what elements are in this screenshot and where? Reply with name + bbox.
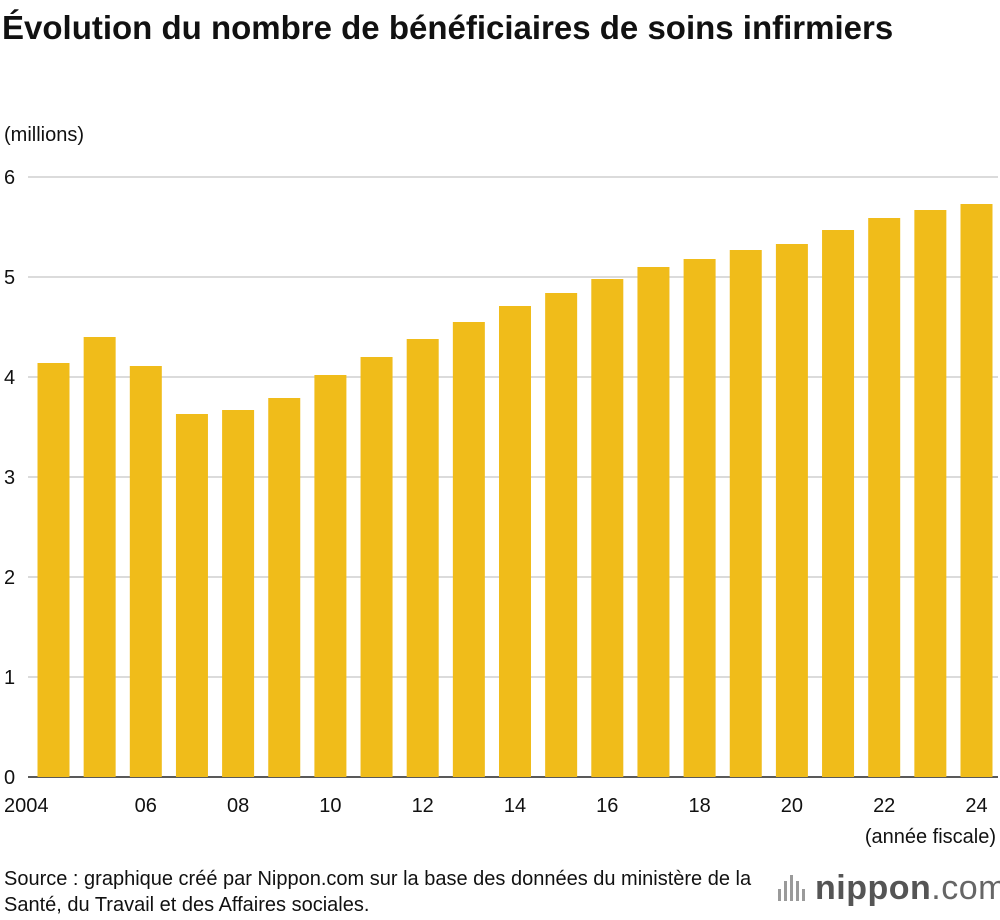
bar [960,204,993,777]
y-tick-label: 0 [4,767,15,789]
logo-name: nippon [815,868,932,907]
x-tick-label: 16 [596,795,618,817]
bar [683,259,716,777]
bar [591,279,624,777]
y-tick-label: 4 [4,367,15,389]
bar [175,414,208,777]
bar [37,363,70,777]
x-tick-label: 06 [135,795,157,817]
x-tick-label: 24 [965,795,987,817]
x-tick-label: 2004 [4,795,49,817]
logo-suffix: .com [931,868,1000,907]
y-tick-label: 1 [4,667,15,689]
x-tick-label: 22 [873,795,895,817]
bar [868,218,901,777]
y-axis-unit-label: (millions) [4,124,84,146]
bar [914,210,947,777]
bar [822,230,855,777]
chart-title: Évolution du nombre de bénéficiaires de … [2,9,894,46]
x-tick-label: 14 [504,795,526,817]
bar [775,244,808,777]
bar [83,337,116,777]
y-tick-label: 2 [4,567,15,589]
bar [129,366,162,777]
nippon-logo-icon [778,875,805,901]
y-tick-label: 5 [4,267,15,289]
x-tick-label: 12 [412,795,434,817]
y-tick-label: 3 [4,467,15,489]
x-tick-label: 08 [227,795,249,817]
bar [729,250,762,777]
bar [222,410,255,777]
bar [314,375,347,777]
bar [406,339,439,777]
bar [499,306,531,777]
bar [452,322,485,777]
x-tick-label: 18 [688,795,710,817]
x-axis-label: (année fiscale) [865,826,996,848]
nippon-logo: nippon.com [778,868,1000,908]
bar [637,267,670,777]
bar [545,293,578,777]
x-tick-label: 20 [781,795,803,817]
x-tick-label: 10 [319,795,341,817]
bar [360,357,393,777]
y-tick-label: 6 [4,167,15,189]
source-note: Source : graphique créé par Nippon.com s… [4,868,752,916]
bar [268,398,301,777]
